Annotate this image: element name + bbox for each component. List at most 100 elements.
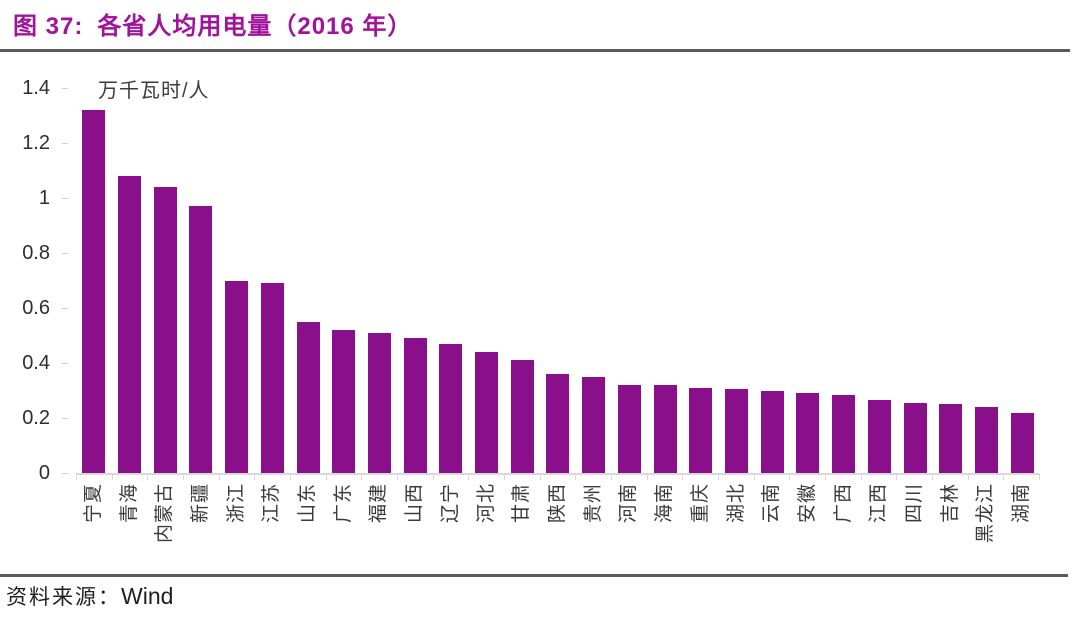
x-tick-mark (718, 475, 754, 480)
y-tick-mark (62, 143, 68, 144)
x-tick-mark (361, 475, 397, 480)
bar (1010, 412, 1034, 473)
bar-slot (76, 88, 112, 473)
x-tick-label: 甘肃 (511, 483, 533, 524)
bar (510, 360, 534, 473)
x-tick-mark (682, 475, 718, 480)
bar (760, 390, 784, 473)
x-tick-mark (575, 475, 611, 480)
x-tick-label: 广东 (332, 483, 354, 524)
y-tick-label: 0 (38, 462, 50, 484)
x-label-slot: 甘肃 (504, 478, 540, 578)
x-label-slot: 广东 (326, 478, 362, 578)
x-tick-label: 吉林 (939, 483, 961, 524)
bar-slot (683, 88, 719, 473)
bar (617, 385, 641, 473)
bar-slot (576, 88, 612, 473)
bar-slot (933, 88, 969, 473)
x-tick-mark (611, 475, 647, 480)
x-tick-mark (218, 475, 255, 480)
bar (225, 280, 249, 473)
x-tick-label: 海南 (654, 483, 676, 524)
x-tick-label: 河南 (618, 483, 640, 524)
x-tick-mark (825, 475, 861, 480)
x-label-slot: 辽宁 (433, 478, 469, 578)
figure-title: 图 37: 各省人均用电量（2016 年） (13, 6, 412, 41)
bar-slot (255, 88, 291, 473)
x-tick-mark (504, 475, 540, 480)
bar (403, 338, 427, 473)
x-label-slot: 内蒙古 (147, 478, 183, 578)
bar-slot (326, 88, 362, 473)
bar-slot (612, 88, 648, 473)
x-label-slot: 云南 (754, 478, 790, 578)
y-tick-label: 0.4 (22, 352, 50, 374)
bar-slot (540, 88, 576, 473)
x-tick-label: 江苏 (261, 483, 283, 524)
source-value: Wind (121, 583, 174, 609)
bar (653, 385, 677, 473)
x-tick-mark (254, 475, 290, 480)
x-label-slot: 吉林 (933, 478, 969, 578)
x-tick-label: 内蒙古 (154, 483, 176, 544)
x-tick-label: 福建 (368, 483, 390, 524)
bar-slot (969, 88, 1005, 473)
bar (903, 402, 927, 473)
x-label-slot: 山东 (290, 478, 326, 578)
bar-slot (362, 88, 398, 473)
x-tick-label: 河北 (475, 483, 497, 524)
x-tick-mark (76, 475, 112, 480)
x-tick-mark (753, 475, 790, 480)
x-tick-label: 贵州 (582, 483, 604, 524)
x-label-slot: 海南 (647, 478, 683, 578)
x-tick-mark (789, 475, 825, 480)
bar-slot (504, 88, 540, 473)
x-tick-label: 山西 (404, 483, 426, 524)
bar (939, 404, 963, 473)
bar-slot (647, 88, 683, 473)
x-tick-label: 黑龙江 (975, 483, 997, 544)
y-tick-mark (62, 308, 68, 309)
bar (296, 321, 320, 473)
x-tick-label: 宁夏 (82, 483, 104, 524)
x-tick-label: 湖南 (1011, 483, 1033, 524)
bar (832, 394, 856, 473)
bar (118, 176, 142, 473)
x-label-slot: 湖北 (719, 478, 755, 578)
bar-slot (469, 88, 505, 473)
x-tick-mark (290, 475, 326, 480)
y-tick-mark (62, 88, 68, 89)
x-tick-mark (183, 475, 219, 480)
y-axis-unit-label: 万千瓦时/人 (98, 80, 210, 102)
bar (82, 110, 106, 473)
x-tick-mark (860, 475, 897, 480)
source-label: 资料来源： (6, 585, 121, 609)
x-label-slot: 重庆 (683, 478, 719, 578)
x-tick-mark (397, 475, 433, 480)
x-tick-label: 青海 (118, 483, 140, 524)
bar (475, 352, 499, 473)
y-tick-label: 0.8 (22, 242, 50, 264)
x-tick-mark (932, 475, 968, 480)
footer-divider (0, 574, 1068, 577)
bar (582, 376, 606, 473)
bar-slot (790, 88, 826, 473)
bar (260, 283, 284, 473)
bar-plot-area (76, 88, 1040, 475)
x-label-slot: 河北 (469, 478, 505, 578)
x-tick-label: 新疆 (189, 483, 211, 524)
bar-slot (897, 88, 933, 473)
bar (725, 389, 748, 473)
x-label-slot: 山西 (397, 478, 433, 578)
x-tick-mark (432, 475, 469, 480)
x-tick-mark (646, 475, 683, 480)
x-tick-mark (539, 475, 576, 480)
x-tick-mark (967, 475, 1004, 480)
x-label-slot: 安徽 (790, 478, 826, 578)
x-tick-mark (111, 475, 148, 480)
x-tick-label: 浙江 (225, 483, 247, 524)
bar (189, 206, 213, 473)
bar-slot (719, 88, 755, 473)
x-axis-ticks (76, 475, 1040, 480)
